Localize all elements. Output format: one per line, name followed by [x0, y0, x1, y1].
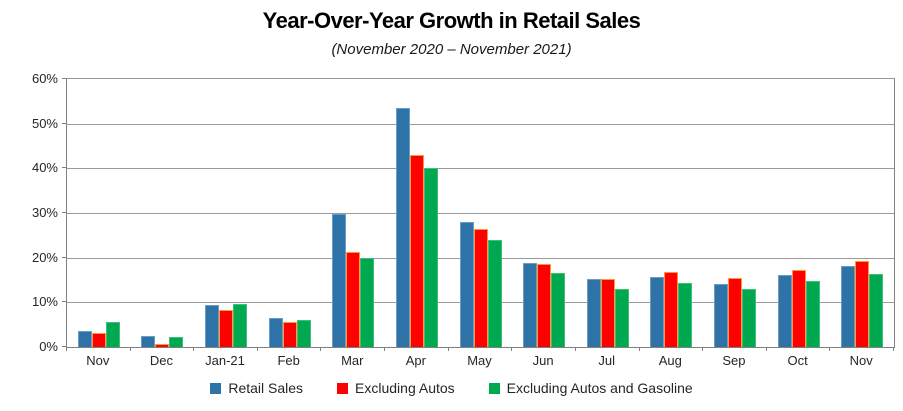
bar — [805, 280, 820, 347]
bar — [487, 239, 502, 347]
bar — [614, 288, 629, 347]
x-tick-label: Jun — [532, 353, 554, 368]
y-axis-tick — [62, 167, 66, 169]
bar — [650, 277, 665, 347]
y-axis-tick — [62, 78, 66, 79]
x-tick-label: Sep — [722, 353, 746, 368]
legend-label: Excluding Autos and Gasoline — [506, 380, 693, 396]
bar — [169, 337, 184, 347]
bar — [346, 252, 361, 347]
x-tick-label: May — [467, 353, 492, 368]
x-tick-label: Oct — [787, 353, 808, 368]
y-tick-label: 40% — [31, 160, 58, 176]
x-tick-label: Jul — [598, 353, 616, 368]
x-tick-label: Nov — [86, 353, 110, 368]
bar — [869, 274, 884, 347]
bar — [155, 343, 170, 347]
legend: Retail Sales Excluding Autos Excluding Aut… — [0, 376, 903, 400]
bar — [727, 278, 742, 347]
plot-area — [66, 78, 895, 348]
x-tick-label: Dec — [149, 353, 173, 368]
x-axis-tick — [257, 347, 258, 351]
x-axis-tick — [639, 347, 640, 351]
bar — [91, 333, 106, 347]
bar — [551, 273, 566, 347]
bar — [360, 257, 375, 347]
y-tick-label: 10% — [31, 294, 58, 310]
bar — [77, 331, 92, 347]
y-axis-tick — [62, 301, 66, 303]
x-axis-tick — [766, 347, 767, 351]
x-axis-tick — [511, 347, 512, 351]
bar — [664, 272, 679, 347]
y-axis-tick — [62, 122, 66, 124]
bar — [537, 263, 552, 347]
bar — [855, 260, 870, 347]
y-axis-tick — [62, 346, 66, 347]
bar — [296, 320, 311, 347]
chart-subtitle: (November 2020 – November 2021) — [331, 41, 572, 58]
x-axis-tick — [829, 347, 830, 351]
x-tick-label: Nov — [849, 353, 873, 368]
y-tick-label: 20% — [31, 249, 58, 265]
bar — [219, 309, 234, 347]
y-tick-label: 0% — [39, 339, 58, 354]
x-axis-tick — [702, 347, 703, 351]
bar — [841, 266, 856, 347]
x-axis-tick — [320, 347, 321, 351]
legend-item: Retail Sales — [210, 380, 303, 396]
bar — [409, 155, 424, 347]
bar — [105, 321, 120, 347]
x-tick-label: Apr — [405, 353, 426, 368]
y-tick-label: 60% — [31, 71, 58, 86]
y-axis-tick — [62, 256, 66, 258]
chart-title: Year-Over-Year Growth in Retail Sales — [262, 8, 641, 33]
bar — [678, 282, 693, 347]
bar — [791, 270, 806, 347]
bar — [741, 288, 756, 347]
bar — [459, 221, 474, 347]
bar — [205, 304, 220, 347]
x-axis-tick — [130, 347, 131, 351]
gridline — [67, 213, 894, 214]
bar — [423, 168, 438, 347]
legend-label: Excluding Autos — [355, 380, 455, 396]
gridline — [67, 123, 894, 125]
legend-item: Excluding Autos and Gasoline — [488, 380, 693, 396]
y-tick-label: 30% — [31, 205, 58, 220]
bar — [473, 228, 488, 347]
bar — [268, 318, 283, 347]
x-axis-tick — [448, 347, 449, 351]
bar — [586, 279, 601, 347]
legend-swatch — [210, 382, 222, 394]
bar — [395, 108, 410, 347]
x-axis-tick — [893, 347, 894, 351]
bar — [332, 214, 347, 347]
bar — [282, 321, 297, 347]
x-tick-label: Feb — [277, 353, 300, 368]
gridline — [67, 168, 894, 170]
x-tick-label: Jan-21 — [205, 353, 245, 368]
bar — [233, 303, 248, 347]
legend-item: Excluding Autos — [337, 380, 455, 396]
x-tick-label: Mar — [341, 353, 364, 368]
bar — [600, 278, 615, 347]
x-axis-tick — [66, 347, 67, 351]
x-axis-tick — [193, 347, 194, 351]
legend-swatch — [337, 382, 349, 394]
legend-swatch — [488, 382, 500, 394]
bar — [777, 275, 792, 347]
bar — [713, 284, 728, 347]
y-axis-tick — [62, 212, 66, 213]
bar — [523, 263, 538, 347]
y-tick-label: 50% — [31, 115, 58, 131]
x-axis-tick — [384, 347, 385, 351]
x-tick-label: Aug — [658, 353, 682, 368]
bar — [141, 336, 156, 347]
legend-label: Retail Sales — [228, 380, 304, 396]
x-axis-tick — [575, 347, 576, 351]
